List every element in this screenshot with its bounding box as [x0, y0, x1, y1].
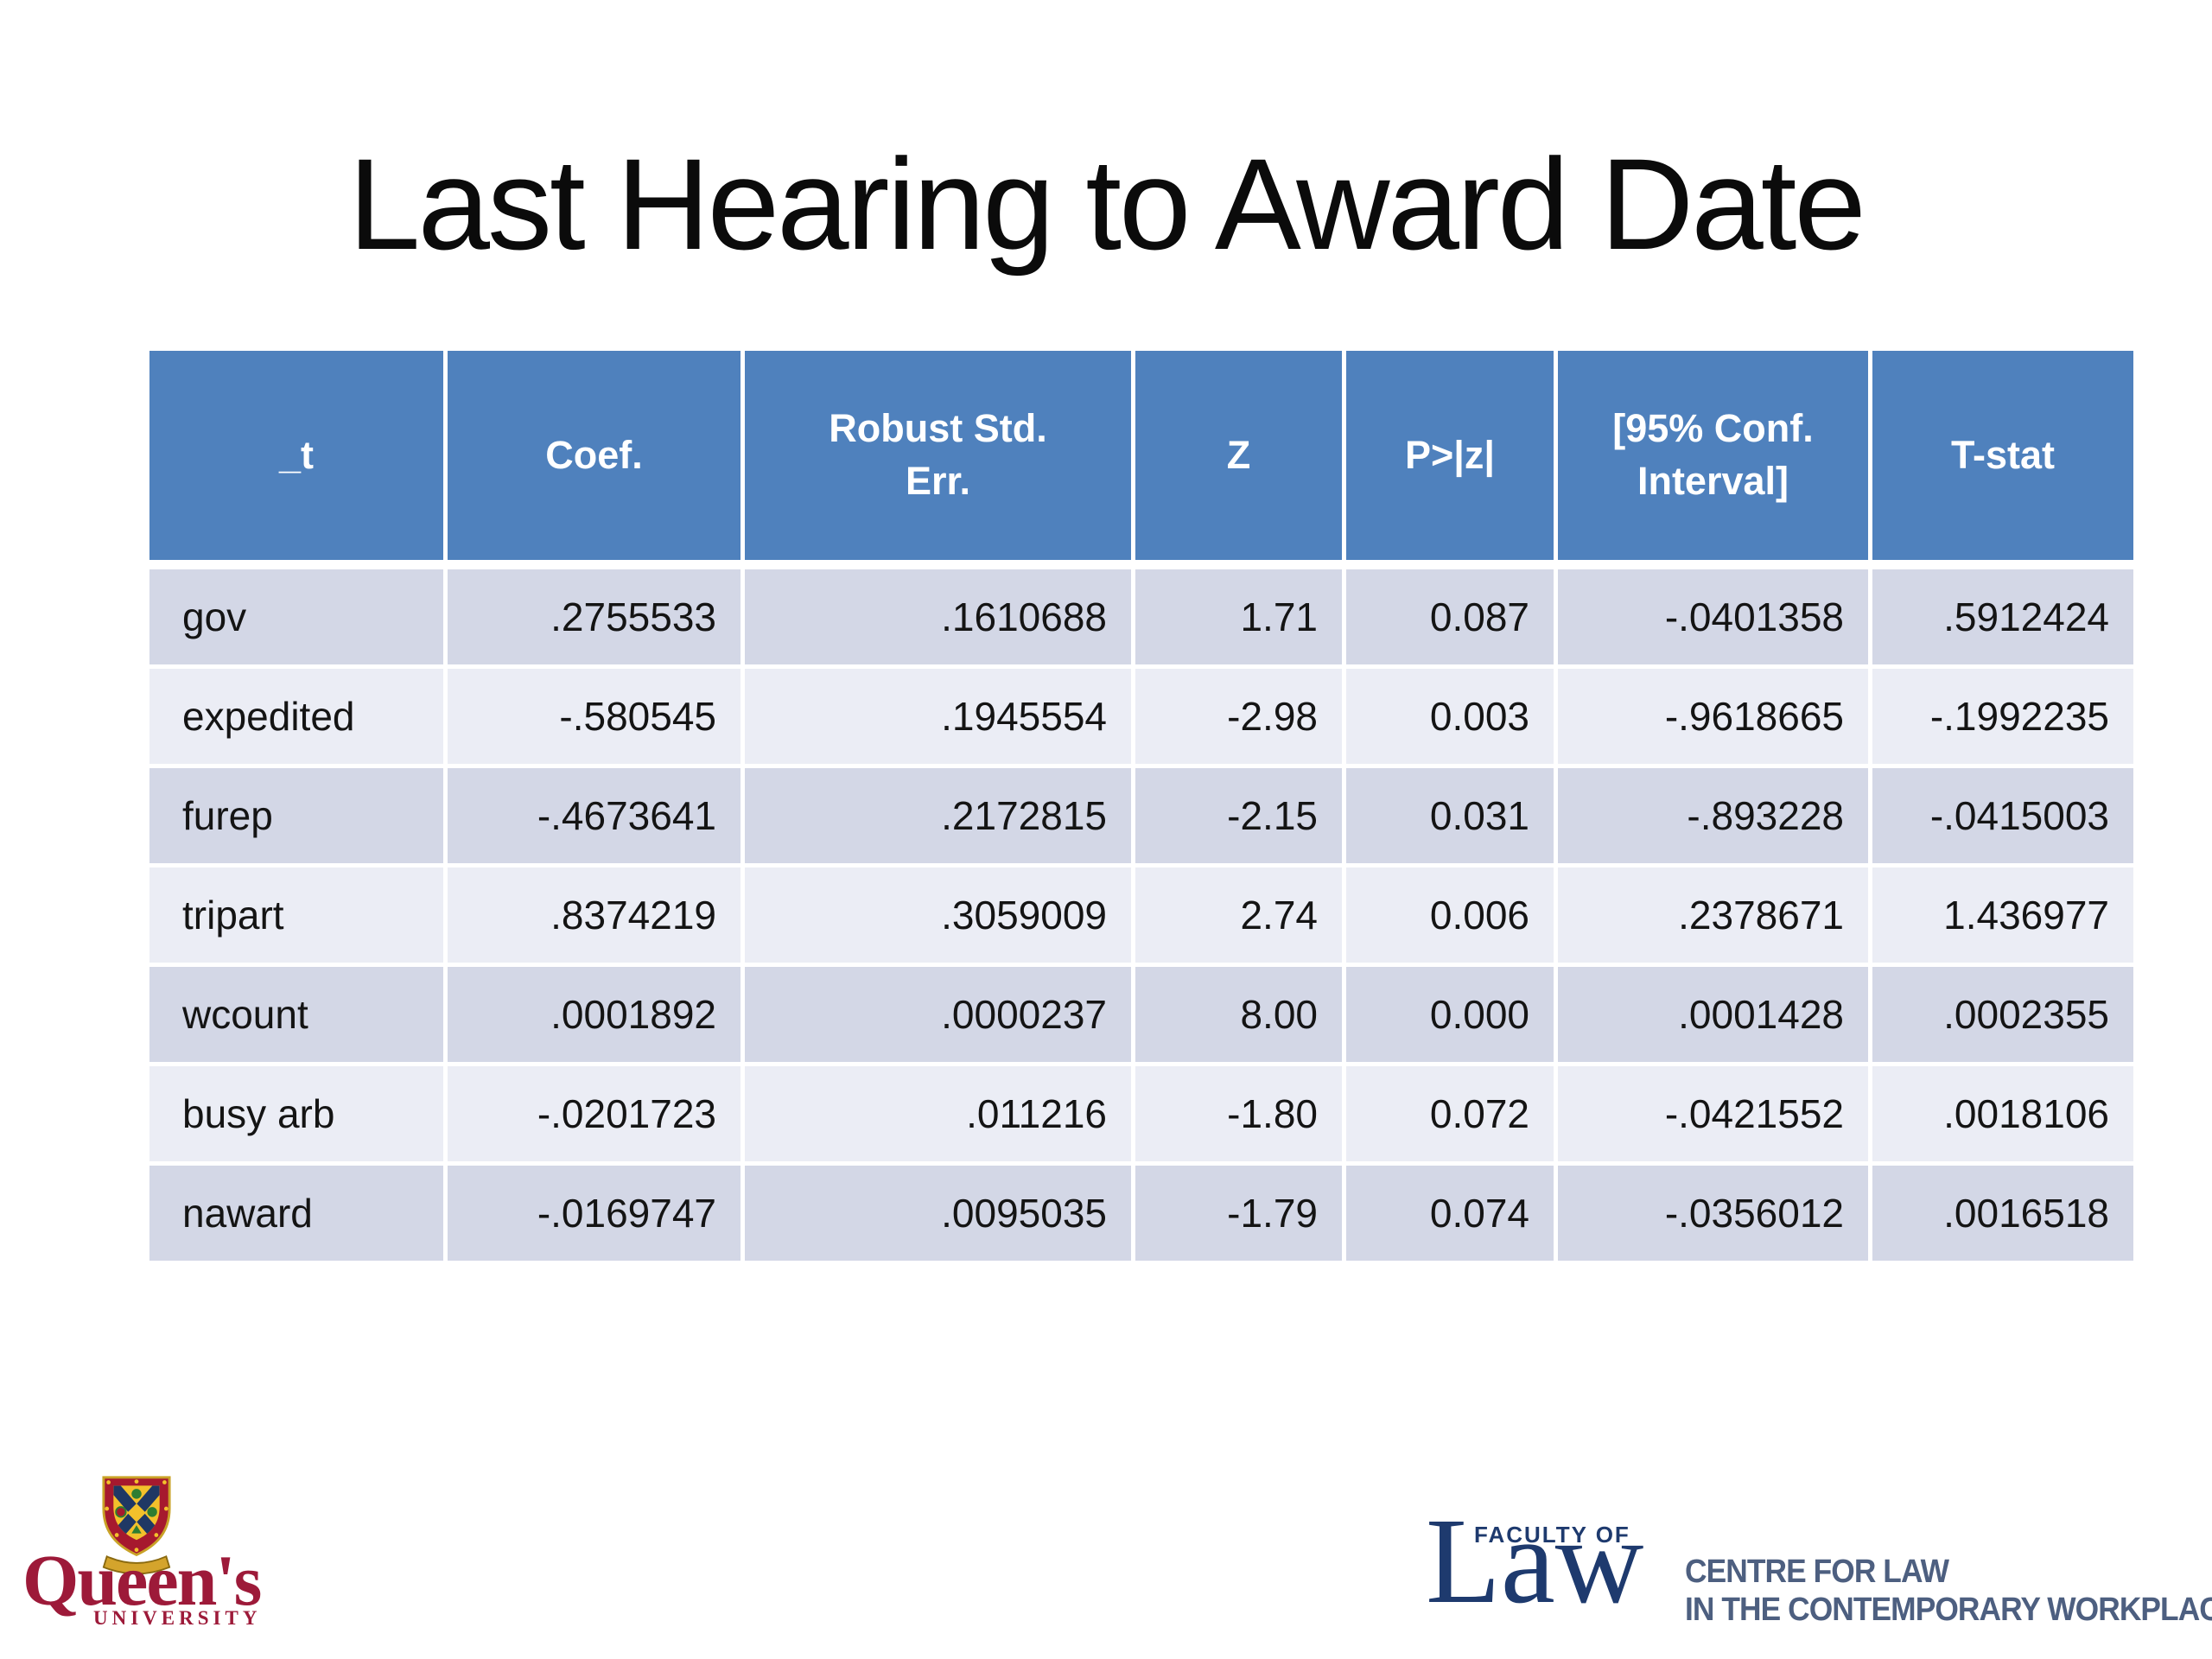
row-label-cell: naward — [149, 1166, 443, 1261]
t-stat-cell: .5912424 — [1872, 569, 2133, 664]
queens-wordmark: Queen's — [22, 1541, 262, 1621]
std-err-cell: .1610688 — [745, 569, 1131, 664]
p-value-cell: 0.072 — [1346, 1066, 1554, 1161]
row-label-cell: tripart — [149, 868, 443, 963]
column-header-z: Z — [1135, 351, 1342, 560]
queens-university-label: UNIVERSITY — [93, 1607, 262, 1629]
std-err-cell: .0095035 — [745, 1166, 1131, 1261]
z-cell: -2.15 — [1135, 768, 1342, 863]
queens-crest-icon — [102, 1476, 171, 1575]
conf-interval-cell: -.0421552 — [1558, 1066, 1868, 1161]
column-header-robust-std-err: Robust Std. Err. — [745, 351, 1131, 560]
coef-cell: .8374219 — [448, 868, 741, 963]
conf-interval-cell: .2378671 — [1558, 868, 1868, 963]
p-value-cell: 0.000 — [1346, 967, 1554, 1062]
z-cell: -2.98 — [1135, 669, 1342, 764]
std-err-cell: .0000237 — [745, 967, 1131, 1062]
conf-interval-cell: -.9618665 — [1558, 669, 1868, 764]
p-value-cell: 0.006 — [1346, 868, 1554, 963]
conf-interval-cell: .0001428 — [1558, 967, 1868, 1062]
law-wordmark: Law — [1426, 1492, 1644, 1629]
coef-cell: -.4673641 — [448, 768, 741, 863]
t-stat-cell: .0018106 — [1872, 1066, 2133, 1161]
std-err-cell: .3059009 — [745, 868, 1131, 963]
z-cell: -1.79 — [1135, 1166, 1342, 1261]
z-cell: 8.00 — [1135, 967, 1342, 1062]
conf-interval-cell: -.0356012 — [1558, 1166, 1868, 1261]
conf-interval-cell: -.893228 — [1558, 768, 1868, 863]
coef-cell: .0001892 — [448, 967, 741, 1062]
results-table: _t Coef. Robust Std. Err. Z P>|z| [95% C… — [149, 351, 2133, 1261]
faculty-of-label: FACULTY OF — [1474, 1522, 1630, 1548]
p-value-cell: 0.031 — [1346, 768, 1554, 863]
column-header-conf-interval: [95% Conf. Interval] — [1558, 351, 1868, 560]
column-header-t: _t — [149, 351, 443, 560]
slide-title: Last Hearing to Award Date — [348, 131, 1866, 276]
column-header-t-stat: T-stat — [1872, 351, 2133, 560]
t-stat-cell: -.0415003 — [1872, 768, 2133, 863]
std-err-cell: .2172815 — [745, 768, 1131, 863]
coef-cell: -.580545 — [448, 669, 741, 764]
z-cell: 2.74 — [1135, 868, 1342, 963]
row-label-cell: gov — [149, 569, 443, 664]
row-label-cell: wcount — [149, 967, 443, 1062]
centre-line2: IN THE CONTEMPORARY WORKPLACE — [1685, 1592, 2212, 1629]
faculty-of-law-logo: Law FACULTY OF CENTRE FOR LAW IN THE CON… — [1426, 1492, 2212, 1646]
t-stat-cell: .0002355 — [1872, 967, 2133, 1062]
z-cell: -1.80 — [1135, 1066, 1342, 1161]
p-value-cell: 0.087 — [1346, 569, 1554, 664]
column-header-coef: Coef. — [448, 351, 741, 560]
p-value-cell: 0.074 — [1346, 1166, 1554, 1261]
row-label-cell: furep — [149, 768, 443, 863]
t-stat-cell: .0016518 — [1872, 1166, 2133, 1261]
z-cell: 1.71 — [1135, 569, 1342, 664]
queens-university-logo: Queen's UNIVERSITY — [22, 1469, 299, 1650]
t-stat-cell: 1.436977 — [1872, 868, 2133, 963]
conf-interval-cell: -.0401358 — [1558, 569, 1868, 664]
row-label-cell: expedited — [149, 669, 443, 764]
row-label-cell: busy arb — [149, 1066, 443, 1161]
coef-cell: -.0201723 — [448, 1066, 741, 1161]
t-stat-cell: -.1992235 — [1872, 669, 2133, 764]
std-err-cell: .1945554 — [745, 669, 1131, 764]
coef-cell: .2755533 — [448, 569, 741, 664]
column-header-p-value: P>|z| — [1346, 351, 1554, 560]
centre-for-law-label: CENTRE FOR LAW IN THE CONTEMPORARY WORKP… — [1685, 1553, 2212, 1629]
std-err-cell: .011216 — [745, 1066, 1131, 1161]
centre-line1: CENTRE FOR LAW — [1685, 1554, 1949, 1590]
p-value-cell: 0.003 — [1346, 669, 1554, 764]
coef-cell: -.0169747 — [448, 1166, 741, 1261]
